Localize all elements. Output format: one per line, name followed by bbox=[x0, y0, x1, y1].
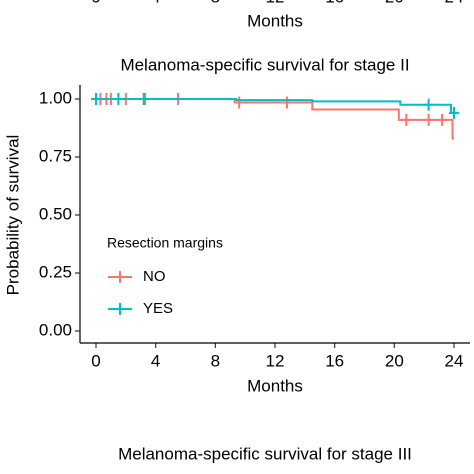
censor-mark bbox=[401, 113, 412, 126]
y-tick-label: 0.50 bbox=[39, 204, 72, 223]
censor-mark bbox=[423, 113, 434, 126]
x-tick-label: 12 bbox=[266, 0, 285, 6]
x-tick-label: 0 bbox=[91, 0, 100, 6]
legend-key bbox=[108, 303, 132, 315]
x-tick-label: 8 bbox=[211, 0, 220, 6]
survival-line bbox=[96, 98, 454, 114]
x-axis-label: Months bbox=[247, 11, 303, 30]
censor-mark bbox=[113, 93, 124, 105]
x-tick-label: 4 bbox=[151, 0, 160, 6]
censor-mark bbox=[138, 93, 149, 105]
x-tick-label: 20 bbox=[385, 351, 404, 370]
censor-mark bbox=[449, 106, 459, 119]
censor-mark bbox=[437, 113, 448, 126]
x-tick-label: 4 bbox=[151, 351, 160, 370]
legend-label: NO bbox=[143, 268, 166, 285]
chart-title: Melanoma-specific survival for stage III bbox=[118, 444, 412, 463]
legend-label: YES bbox=[143, 300, 173, 317]
legend-key bbox=[108, 271, 132, 283]
chart-title: Melanoma-specific survival for stage II bbox=[120, 55, 409, 74]
legend-title: Resection margins bbox=[107, 235, 223, 251]
x-tick-label: 16 bbox=[325, 351, 344, 370]
x-tick-label: 24 bbox=[445, 351, 464, 370]
y-tick-label: 1.00 bbox=[39, 88, 72, 107]
y-tick-label: 0.75 bbox=[39, 146, 72, 165]
y-tick-label: 0.25 bbox=[39, 262, 72, 281]
censor-mark bbox=[91, 93, 101, 105]
censor-mark bbox=[234, 96, 245, 109]
x-tick-label: 12 bbox=[266, 351, 285, 370]
x-tick-label: 24 bbox=[445, 0, 464, 6]
y-tick-label: 0.00 bbox=[39, 320, 72, 339]
survival-line bbox=[96, 98, 454, 140]
censor-mark bbox=[423, 98, 434, 111]
censor-mark bbox=[281, 96, 292, 109]
y-axis-label: Probability of survival bbox=[3, 135, 22, 296]
x-tick-label: 0 bbox=[91, 351, 100, 370]
x-tick-label: 8 bbox=[211, 351, 220, 370]
x-tick-label: 20 bbox=[385, 0, 404, 6]
x-tick-label: 16 bbox=[325, 0, 344, 6]
x-axis-label: Months bbox=[247, 376, 303, 395]
